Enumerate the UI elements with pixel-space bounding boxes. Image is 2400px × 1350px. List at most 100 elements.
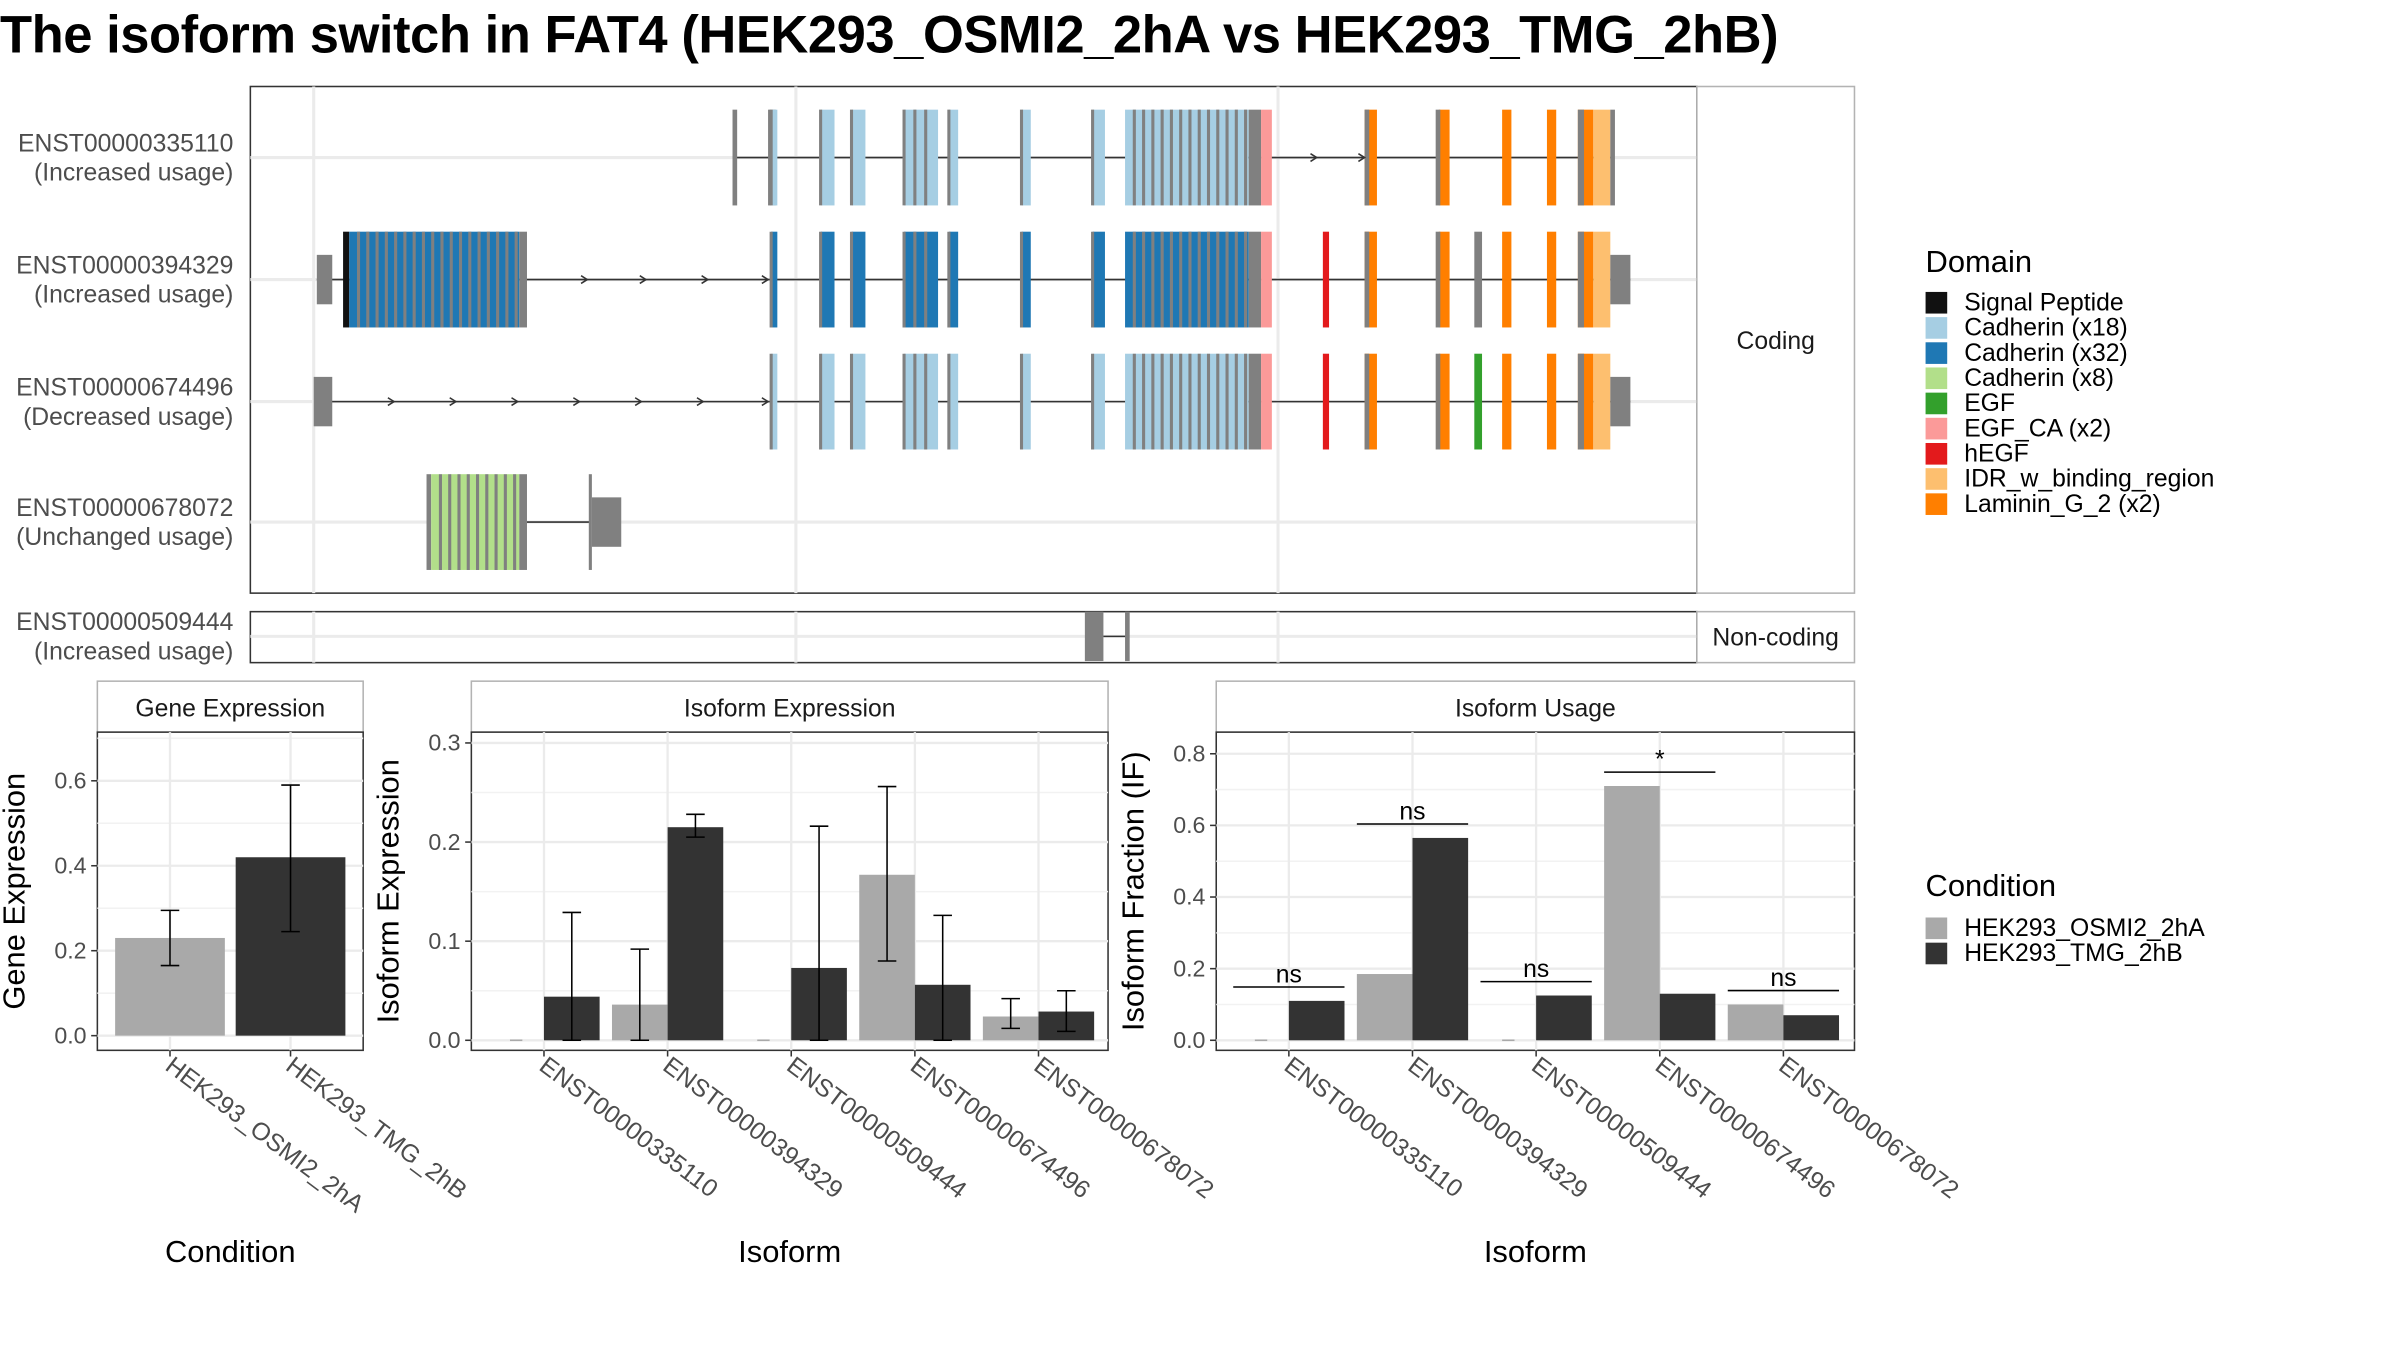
significance-label: ns — [1399, 798, 1425, 825]
exon — [519, 474, 527, 570]
figure-title: The isoform switch in FAT4 (HEK293_OSMI2… — [0, 6, 1779, 65]
transcript-usage-label: (Increased usage) — [34, 639, 233, 666]
y-tick-label: 0.4 — [54, 852, 86, 878]
exon — [1248, 231, 1262, 328]
domain-exon — [1021, 231, 1031, 328]
exon — [1610, 109, 1615, 206]
x-axis-title: Isoform — [738, 1234, 841, 1269]
domain-legend-label: EGF — [1964, 390, 2015, 417]
chart-title: Isoform Usage — [1455, 696, 1616, 723]
exon — [1084, 611, 1104, 662]
strand-arrow — [701, 275, 710, 285]
laminin-exon — [1546, 231, 1557, 328]
domain-exon — [771, 109, 778, 206]
y-tick-label: 0.4 — [1173, 884, 1205, 910]
laminin-exon — [1502, 353, 1512, 450]
domain-legend-label: EGF_CA (x2) — [1964, 415, 2111, 442]
noncoding-strip-label: Non-coding — [1712, 625, 1838, 652]
transcript-id-label: ENST00000678072 — [16, 495, 233, 522]
domain-legend-swatch — [1925, 417, 1948, 440]
significance-label: * — [1655, 746, 1665, 773]
transcript-row-ENST00000335110 — [732, 109, 1615, 206]
domain-legend-label: IDR_w_binding_region — [1964, 466, 2214, 493]
domain-legend-label: Cadherin (x8) — [1964, 365, 2114, 392]
strand-arrow — [580, 275, 589, 285]
y-tick-label: 0.0 — [54, 1022, 86, 1048]
laminin-exon — [1438, 231, 1450, 328]
strand-arrow — [387, 397, 396, 407]
chart-title: Gene Expression — [135, 696, 325, 723]
idr-exon — [1593, 353, 1611, 450]
x-axis-title: Condition — [165, 1234, 296, 1269]
hegf-exon — [1322, 231, 1330, 328]
bar — [1412, 837, 1469, 1041]
y-tick-label: 0.8 — [1173, 740, 1205, 766]
domain-exon — [1092, 353, 1105, 450]
domain-exon — [1092, 231, 1105, 328]
y-tick-label: 0.2 — [428, 829, 460, 855]
y-tick-label: 0.6 — [54, 768, 86, 794]
bar — [667, 827, 724, 1041]
domain-legend-swatch — [1925, 367, 1948, 390]
exon — [1474, 231, 1483, 328]
exon — [1125, 611, 1130, 662]
strand-arrow — [572, 397, 581, 407]
strand-arrow — [696, 397, 705, 407]
strand-arrow — [1310, 153, 1319, 163]
laminin-exon — [1502, 231, 1512, 328]
condition-legend-title: Condition — [1926, 868, 2057, 903]
domain-exon — [948, 353, 959, 450]
transcript-usage-label: (Decreased usage) — [23, 404, 233, 431]
egf-ca-exon — [1261, 109, 1272, 206]
transcript-row-ENST00000394329 — [316, 231, 1631, 328]
bar — [1659, 993, 1716, 1041]
exon — [1248, 109, 1262, 206]
coding-strip — [1696, 85, 1856, 594]
domain-legend-swatch — [1925, 493, 1948, 515]
domain-exon — [771, 231, 778, 328]
exon — [519, 231, 527, 328]
chart-title: Isoform Expression — [684, 696, 896, 723]
y-axis-title: Isoform Fraction (IF) — [1116, 751, 1151, 1031]
idr-exon — [1593, 109, 1611, 206]
exon — [1577, 353, 1585, 450]
strand-arrow — [761, 275, 770, 285]
transcript-structure-panel: Coding Non-coding ENST00000335110 (Increase… — [16, 85, 1856, 666]
significance-label: ns — [1276, 961, 1302, 988]
transcript-usage-label: (Unchanged usage) — [16, 524, 233, 551]
bar — [1604, 785, 1660, 1041]
domain-legend-swatch — [1925, 392, 1948, 415]
utr-exon — [591, 497, 622, 547]
domain-exon — [820, 353, 835, 450]
exon — [588, 474, 592, 570]
condition-legend-swatch — [1925, 942, 1948, 965]
noncoding-strip — [1696, 610, 1856, 664]
domain-exon — [1021, 109, 1031, 206]
domain-exon — [820, 231, 835, 328]
transcript-row-ENST00000678072 — [426, 474, 622, 570]
exon — [1364, 231, 1370, 328]
domain-legend-swatch — [1925, 342, 1948, 364]
idr-exon — [1593, 231, 1611, 328]
domain-exon — [904, 353, 939, 450]
chart-isoform-expression: Isoform Expression0.00.10.20.3ENST000003… — [371, 680, 1218, 1269]
exon — [1577, 231, 1585, 328]
strand-arrow — [511, 397, 520, 407]
utr-exon — [1610, 254, 1631, 305]
y-tick-label: 0.6 — [1173, 812, 1205, 838]
transcript-row-ENST00000674496 — [313, 353, 1631, 450]
y-tick-label: 0.0 — [428, 1027, 460, 1053]
utr-exon — [313, 376, 333, 427]
domain-exon — [904, 109, 939, 206]
chart-strip — [1215, 680, 1856, 733]
condition-legend-swatch — [1925, 917, 1948, 940]
y-tick-label: 0.0 — [1173, 1027, 1205, 1053]
transcript-id-label: ENST00000509444 — [16, 609, 233, 636]
domain-exon — [1021, 353, 1031, 450]
condition-legend-label: HEK293_OSMI2_2hA — [1964, 915, 2205, 942]
utr-exon — [316, 254, 333, 305]
domain-exon — [851, 231, 866, 328]
